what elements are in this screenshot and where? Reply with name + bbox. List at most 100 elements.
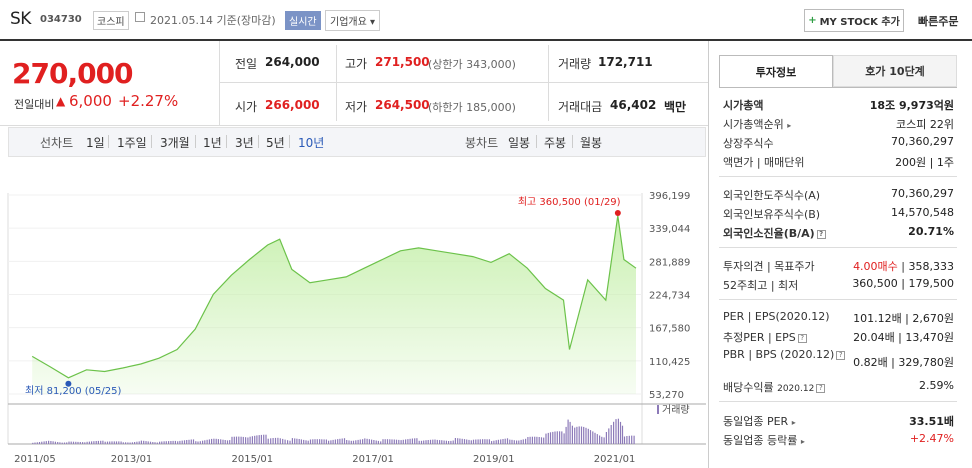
volume-bar	[547, 432, 549, 444]
volume-bar	[621, 425, 624, 444]
week52-label: 52주최고 | 최저	[723, 279, 799, 292]
opinion-row: 투자의견 | 목표주가 4.00매수 | 358,333	[723, 260, 954, 273]
volume-legend-swatch	[657, 405, 659, 414]
volume-bar	[576, 426, 578, 444]
volume-bar	[274, 437, 277, 444]
shares-row: 상장주식수 70,360,297	[723, 135, 954, 151]
volume-bar	[631, 435, 633, 444]
arrow-right-icon: ▸	[800, 437, 805, 446]
market-cap-label: 시가총액	[723, 99, 764, 112]
section-divider	[719, 176, 957, 177]
realtime-button[interactable]: 실시간	[285, 11, 321, 30]
volume-bar	[323, 439, 325, 444]
up-arrow-icon: ▲	[56, 94, 66, 108]
period-10y[interactable]: 10년	[298, 136, 325, 150]
period-separator	[195, 135, 196, 148]
volume-bar	[260, 434, 262, 444]
volume-bar	[291, 438, 293, 444]
dividend-row: 배당수익률 2020.12? 2.59%	[723, 379, 954, 395]
volume-bar	[484, 439, 486, 444]
tab-orderbook-10[interactable]: 호가 10단계	[833, 55, 957, 87]
volume-bar	[518, 440, 520, 444]
volume-bar	[587, 428, 589, 444]
price-chart[interactable]: 396,199 339,044 281,889 224,734 167,580 110,4…	[0, 160, 706, 468]
volume-bar	[66, 442, 68, 444]
volume-bar	[143, 440, 145, 444]
volume-bar	[352, 440, 355, 444]
volume-bar	[59, 442, 61, 444]
current-price: 270,000	[12, 57, 134, 90]
change-label: 전일대비	[14, 98, 55, 111]
help-icon[interactable]: ?	[797, 333, 807, 343]
candle-monthly[interactable]: 월봉	[580, 136, 603, 150]
volume-bar	[603, 437, 605, 444]
volume-bar	[312, 439, 314, 444]
volume-bar	[159, 441, 161, 444]
prev-value: 264,000	[265, 55, 320, 69]
volume-bar	[441, 440, 443, 444]
change-rate: +2.27%	[118, 92, 179, 110]
volume-bar	[348, 440, 350, 444]
volume-bar	[513, 440, 515, 444]
arrow-right-icon: ▸	[791, 418, 796, 427]
x-tick-label: 2017/01	[352, 454, 394, 465]
volume-bar	[594, 432, 596, 444]
opinion-label: 투자의견 | 목표주가	[723, 260, 815, 273]
volume-bar	[131, 442, 133, 444]
volume-bar	[536, 436, 538, 444]
volume-bar	[156, 442, 158, 444]
quick-order-button[interactable]: 빠른주문	[918, 15, 959, 28]
volume-bar	[375, 440, 377, 444]
volume-bar	[362, 439, 364, 444]
volume-bar	[282, 438, 284, 444]
period-1y[interactable]: 1년	[203, 136, 222, 150]
volume-bar	[213, 438, 215, 444]
company-overview-dropdown[interactable]: 기업개요 ▾	[325, 10, 381, 31]
volume-bar	[195, 441, 197, 444]
volume-bar	[613, 421, 615, 444]
low-annotation: 최저 81,200 (05/25)	[25, 385, 121, 397]
volume-bar	[170, 441, 172, 444]
volume-bar	[567, 419, 569, 444]
per-label: PER | EPS(2020.12)	[723, 310, 830, 323]
add-mystock-button[interactable]: + MY STOCK 추가	[804, 9, 904, 32]
volume-bar	[414, 438, 416, 444]
volume-bar	[425, 440, 427, 444]
volume-bar	[393, 439, 395, 444]
volume-bar	[418, 440, 420, 444]
volume-bar	[75, 441, 77, 444]
opinion-value: 4.00매수	[853, 260, 898, 273]
volume-bar	[364, 438, 366, 444]
volume-bar	[386, 439, 389, 444]
stock-name: SK	[10, 9, 31, 29]
help-icon[interactable]: ?	[816, 229, 826, 239]
volume-bar	[601, 436, 603, 444]
volume-bar	[617, 418, 619, 444]
volume-bar	[470, 440, 472, 444]
volume-bar	[605, 432, 607, 444]
volume-bar	[111, 441, 113, 444]
week52-value: 360,500 | 179,500	[852, 277, 954, 290]
period-3y[interactable]: 3년	[235, 136, 254, 150]
volume-bar	[482, 439, 484, 444]
volume-bar	[84, 442, 86, 444]
period-3m[interactable]: 3개월	[160, 136, 190, 150]
help-icon[interactable]: ?	[816, 383, 826, 393]
volume-bar	[305, 440, 307, 444]
summary-divider	[0, 125, 708, 126]
tab-investment-info[interactable]: 투자정보	[719, 55, 833, 87]
candle-weekly[interactable]: 주봉	[544, 136, 567, 150]
y-tick-label: 281,889	[649, 257, 690, 268]
period-1w[interactable]: 1주일	[117, 136, 147, 150]
volume-bar	[70, 441, 72, 444]
volume-bar	[163, 441, 165, 444]
help-icon[interactable]: ?	[836, 350, 846, 360]
period-5y[interactable]: 5년	[266, 136, 285, 150]
volume-bar	[479, 439, 481, 444]
volume-bar	[300, 439, 302, 444]
volume-bar	[516, 440, 518, 444]
par-label: 액면가 | 매매단위	[723, 156, 805, 169]
volume-bar	[502, 439, 504, 444]
candle-daily[interactable]: 일봉	[508, 136, 531, 150]
period-1d[interactable]: 1일	[86, 136, 105, 150]
